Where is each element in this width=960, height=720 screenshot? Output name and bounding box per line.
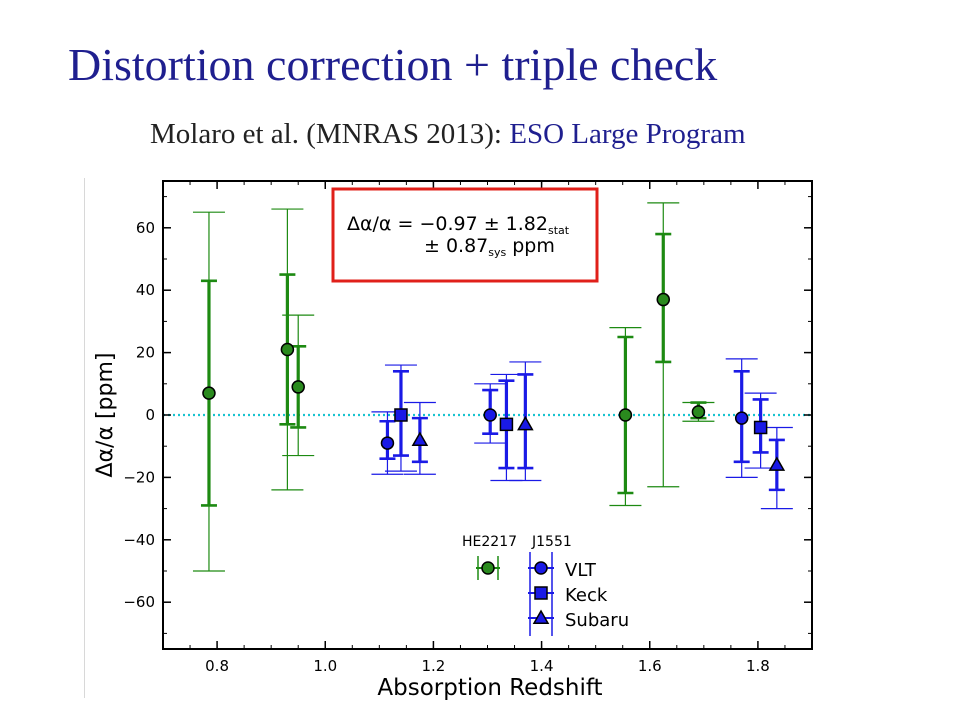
legend: HE2217 J1551 VLT Keck Subaru	[462, 534, 629, 636]
y-tick-label: 20	[136, 344, 155, 362]
data-point-he2217	[280, 342, 295, 357]
legend-entry-keck: Keck	[565, 585, 608, 606]
data-point-he2217	[618, 408, 633, 422]
data-point-he2217	[691, 405, 706, 419]
data-point-he2217	[202, 386, 216, 400]
subtitle-reference: Molaro et al. (MNRAS 2013):	[150, 118, 502, 150]
data-points-layer	[202, 292, 786, 471]
slide-subtitle: Molaro et al. (MNRAS 2013): ESO Large Pr…	[150, 118, 746, 151]
result-sys-sub: sys	[488, 246, 506, 259]
result-line-2: ± 0.87sys ppm	[424, 235, 555, 259]
result-box-frame	[331, 187, 599, 283]
result-box: Δα/α = −0.97 ± 1.82stat ± 0.87sys ppm	[331, 187, 599, 283]
result-line-1: Δα/α = −0.97 ± 1.82stat	[347, 213, 570, 237]
x-tick-label: 1.0	[313, 657, 337, 675]
result-main-text: Δα/α = −0.97 ± 1.82	[347, 213, 548, 235]
slide-divider	[84, 178, 85, 698]
y-tick-label: −60	[123, 593, 155, 611]
legend-triangle-marker	[532, 609, 550, 624]
data-point-he2217	[291, 380, 305, 394]
x-axis-label: Absorption Redshift	[377, 675, 602, 701]
axes-layer: 0.8 1.0 1.2 1.4 1.6 1.8 −60 −40 −20 0 20 40 60	[123, 180, 813, 675]
result-sys-text: ± 0.87	[424, 235, 488, 257]
data-point-vlt	[380, 436, 395, 450]
legend-square-marker	[534, 586, 548, 600]
legend-entry-subaru: Subaru	[565, 610, 629, 631]
legend-entry-vlt: VLT	[565, 560, 597, 581]
y-tick-label: −40	[123, 531, 155, 549]
data-point-subaru	[768, 456, 786, 471]
data-point-keck	[499, 417, 514, 432]
x-tick-label: 1.2	[421, 657, 445, 675]
legend-circle-marker	[534, 561, 548, 575]
data-point-keck	[394, 408, 408, 422]
y-tick-label: −20	[123, 468, 155, 486]
slide-title: Distortion correction + triple check	[68, 39, 718, 90]
legend-label-he2217: HE2217	[462, 534, 517, 550]
x-tick-label: 1.4	[530, 657, 554, 675]
y-tick-label: 0	[145, 406, 155, 424]
legend-label-j1551: J1551	[531, 534, 572, 550]
data-point-vlt	[483, 408, 497, 422]
data-point-subaru	[517, 415, 534, 431]
data-point-subaru	[411, 431, 429, 446]
x-tick-label: 0.8	[205, 657, 229, 675]
legend-he-marker	[481, 561, 495, 575]
subtitle-program: ESO Large Program	[509, 118, 746, 150]
data-point-he2217	[656, 292, 671, 307]
data-point-vlt	[734, 411, 749, 425]
y-axis-label: Δα/α [ppm]	[93, 353, 118, 478]
data-point-keck	[753, 420, 768, 435]
x-tick-label: 1.8	[746, 657, 770, 675]
x-tick-label: 1.6	[638, 657, 662, 675]
y-tick-label: 60	[136, 219, 155, 237]
y-tick-label: 40	[136, 281, 155, 299]
result-unit: ppm	[512, 235, 555, 257]
result-stat-sub: stat	[548, 224, 570, 237]
